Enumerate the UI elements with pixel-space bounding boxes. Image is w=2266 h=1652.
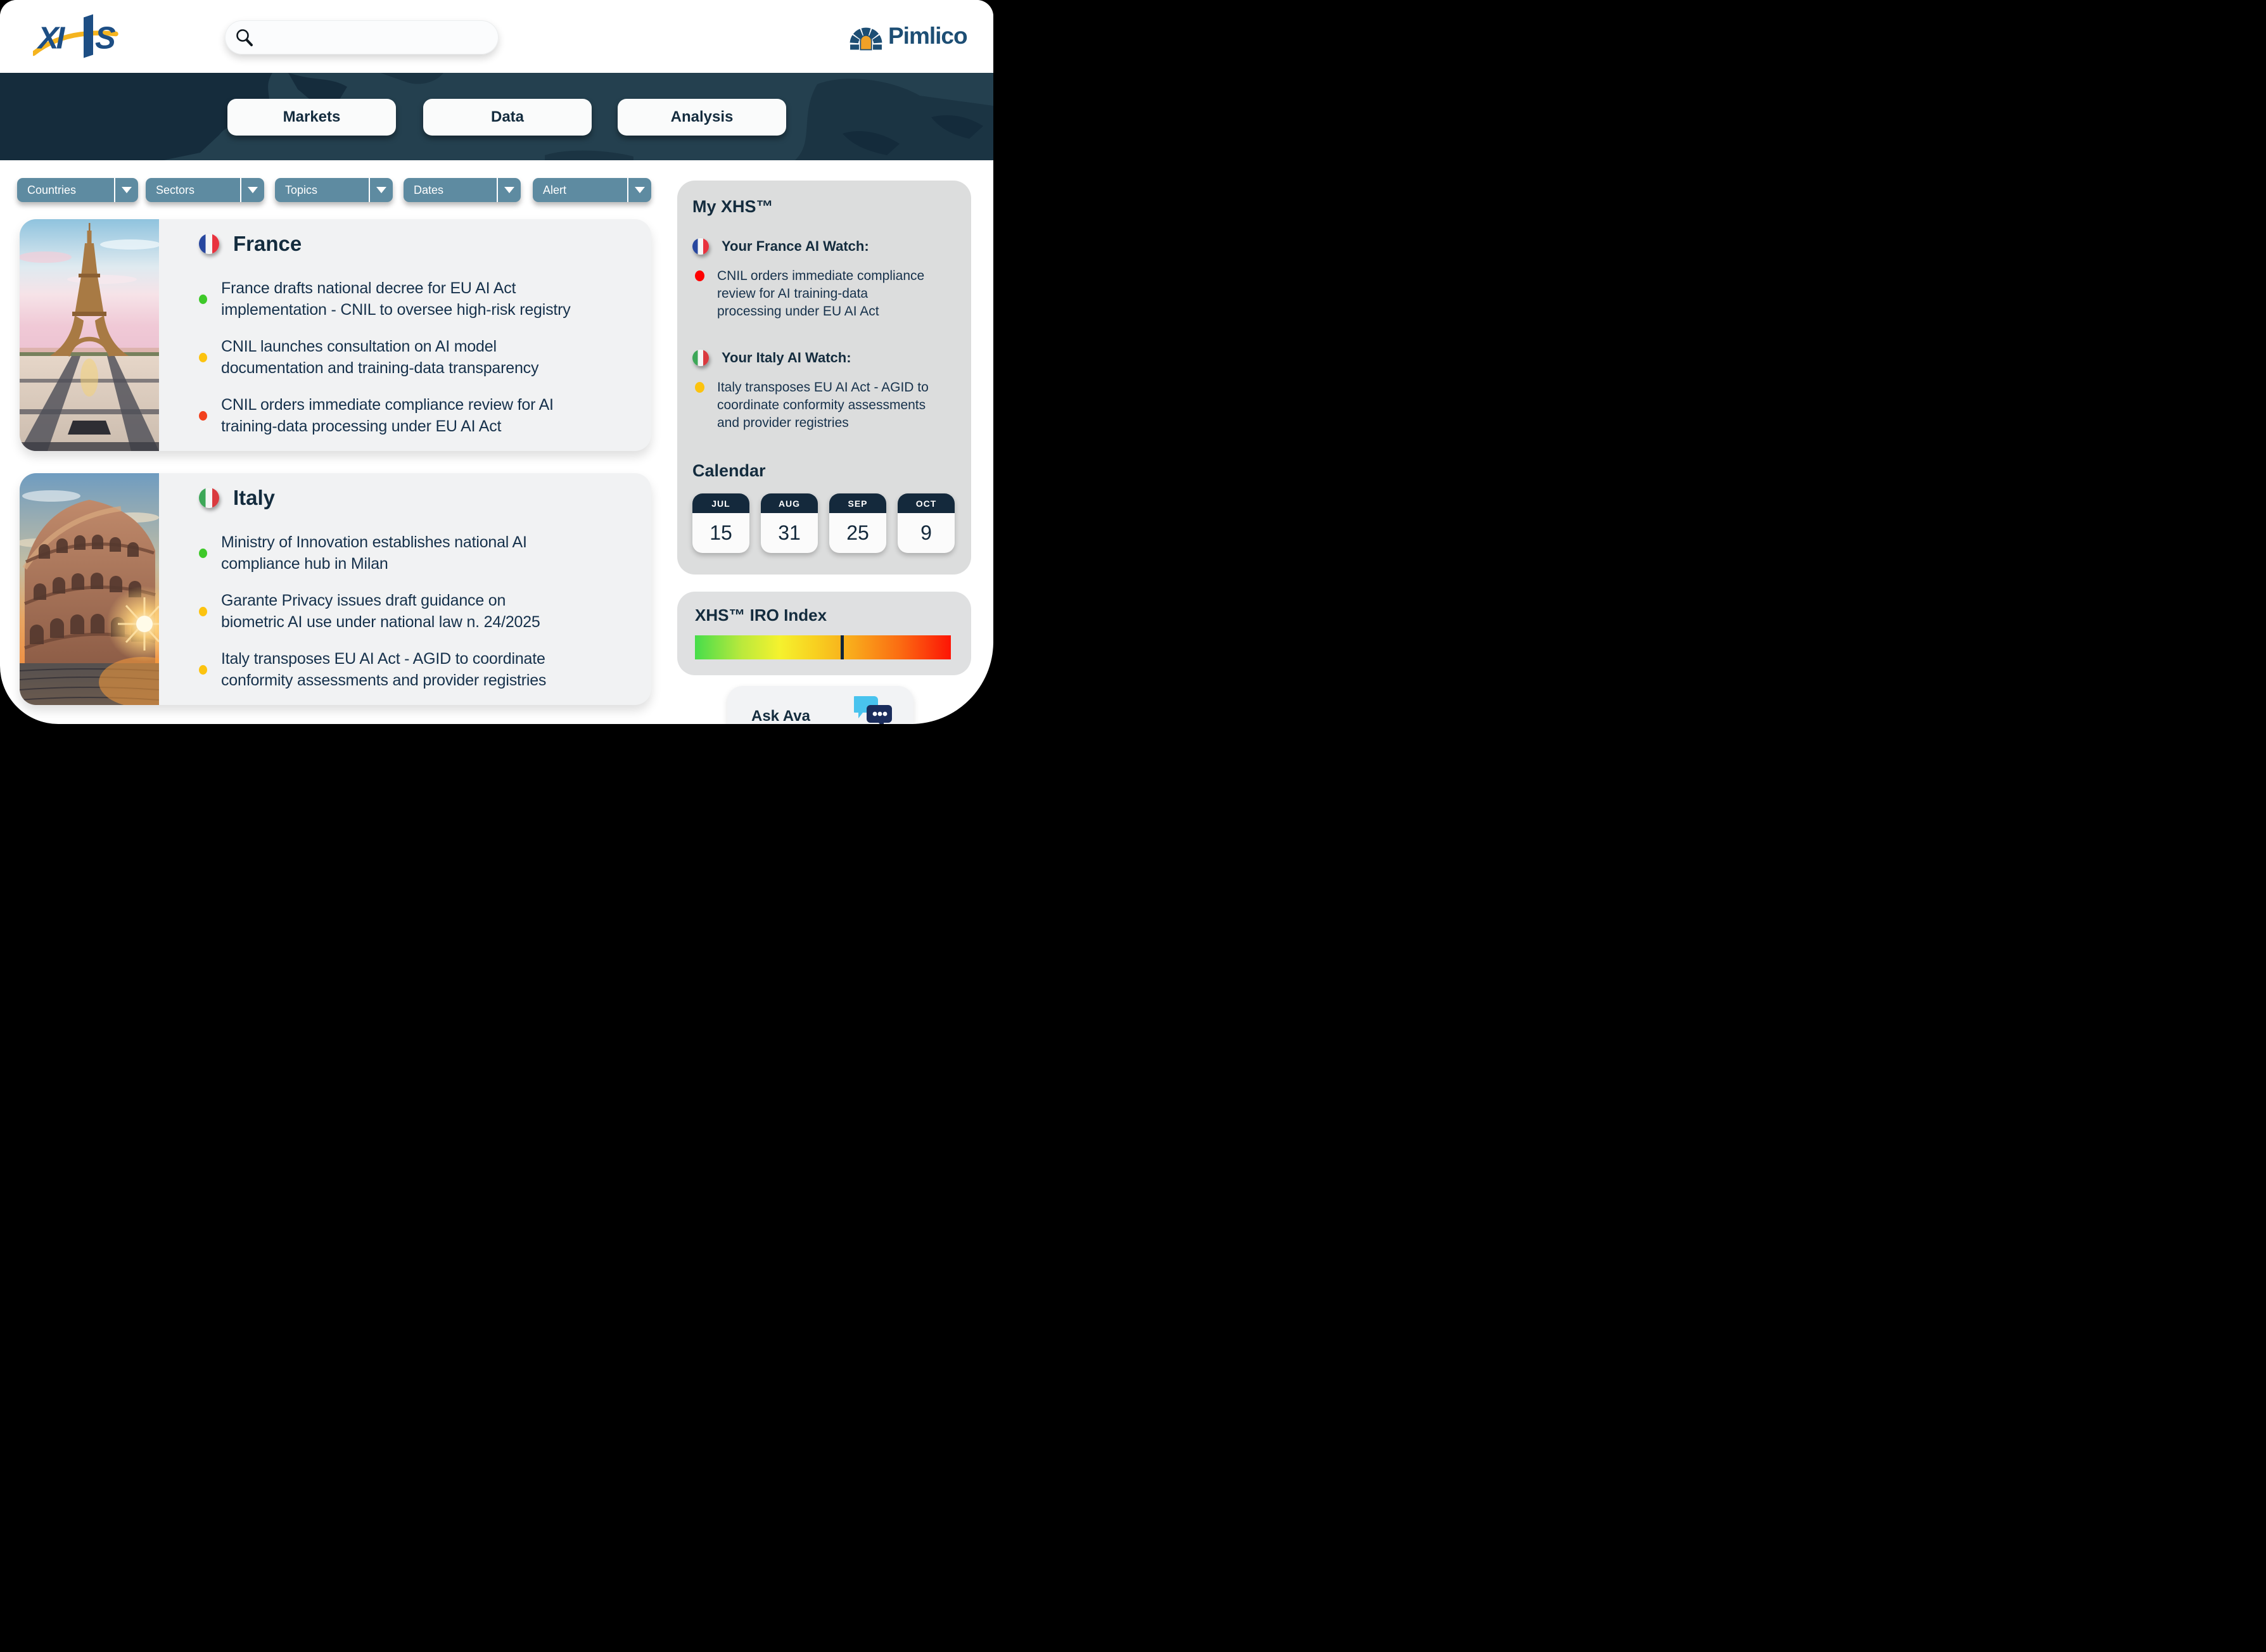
top-bar: XI S Pimlico — [0, 0, 993, 73]
italy-headlines: Ministry of Innovation establishes natio… — [199, 531, 642, 706]
world-map-graphic — [0, 73, 993, 160]
france-ai-watch: Your France AI Watch: CNIL orders immedi… — [692, 238, 956, 321]
filter-label: Alert — [543, 183, 567, 196]
xhs-logo-graphic: XI S — [31, 14, 118, 58]
my-xhs-panel: My XHS™ Your France AI Watch: CNIL order… — [677, 181, 971, 575]
svg-text:XI: XI — [36, 22, 66, 56]
iro-gradient-bar — [695, 635, 951, 659]
alert-dot-yellow — [695, 382, 704, 393]
iro-index-card: XHS™ IRO Index — [677, 592, 971, 675]
headline-row[interactable]: France drafts national decree for EU AI … — [199, 277, 642, 321]
headline-row[interactable]: CNIL orders immediate compliance review … — [199, 394, 642, 437]
nav-button-markets[interactable]: Markets — [227, 99, 396, 136]
headline-text: France drafts national decree for EU AI … — [221, 279, 571, 319]
italy-ai-watch: Your Italy AI Watch: Italy transposes EU… — [692, 350, 956, 432]
pimlico-arch-icon — [850, 27, 882, 51]
headline-text: Ministry of Innovation establishes natio… — [221, 533, 527, 573]
svg-text:S: S — [95, 22, 116, 56]
panel-title: My XHS™ — [692, 197, 773, 216]
watch-title: Your Italy AI Watch: — [722, 350, 851, 365]
iro-index-title: XHS™ IRO Index — [695, 606, 827, 625]
status-dot-green — [199, 294, 207, 304]
ask-ava-label: Ask Ava — [751, 708, 810, 724]
search-bar[interactable] — [225, 20, 499, 54]
filter-label: Sectors — [156, 183, 195, 196]
headline-text: CNIL orders immediate compliance review … — [221, 396, 554, 435]
status-dot-green — [199, 548, 207, 558]
chevron-down-icon — [240, 178, 264, 202]
filter-countries[interactable]: Countries — [17, 178, 138, 202]
ask-ava-button[interactable]: Ask Ava — [727, 686, 913, 724]
colosseum-image — [20, 473, 159, 705]
calendar-title: Calendar — [692, 461, 766, 480]
status-dot-yellow — [199, 664, 207, 675]
filter-dates[interactable]: Dates — [404, 178, 521, 202]
calendar-day: 9 — [920, 521, 932, 544]
headline-row[interactable]: CNIL launches consultation on AI model d… — [199, 336, 642, 379]
chat-bubbles-icon — [854, 696, 892, 724]
calendar-date-sep[interactable]: SEP 25 — [829, 493, 886, 553]
nav-button-data[interactable]: Data — [423, 99, 592, 136]
calendar-day: 15 — [710, 521, 732, 544]
primary-nav: Markets Data Analysis — [0, 73, 993, 160]
headline-text: Italy transposes EU AI Act - AGID to coo… — [221, 650, 547, 689]
chevron-down-icon — [369, 178, 393, 202]
headline-text: Garante Privacy issues draft guidance on… — [221, 592, 540, 631]
nav-button-analysis[interactable]: Analysis — [618, 99, 786, 136]
iro-marker — [841, 635, 844, 659]
watch-title: Your France AI Watch: — [722, 238, 869, 254]
headline-row[interactable]: Italy transposes EU AI Act - AGID to coo… — [199, 648, 642, 691]
pimlico-wordmark: Pimlico — [888, 23, 968, 49]
calendar-day: 31 — [778, 521, 801, 544]
pimlico-logo: Pimlico — [848, 19, 968, 53]
status-dot-yellow — [199, 606, 207, 616]
filter-label: Countries — [27, 183, 77, 196]
italy-flag-icon — [692, 350, 709, 366]
status-dot-red — [199, 410, 207, 421]
chevron-down-icon — [627, 178, 651, 202]
france-flag-icon — [199, 234, 219, 254]
calendar-date-jul[interactable]: JUL 15 — [692, 493, 749, 553]
search-input[interactable] — [259, 30, 499, 45]
calendar-date-aug[interactable]: AUG 31 — [761, 493, 818, 553]
watch-text: CNIL orders immediate compliance review … — [717, 269, 925, 319]
calendar-row: JUL 15 AUG 31 SEP 25 OCT 9 — [692, 493, 956, 553]
headline-row[interactable]: Ministry of Innovation establishes natio… — [199, 531, 642, 575]
news-card-italy: Italy Ministry of Innovation establishes… — [20, 473, 651, 705]
filter-label: Topics — [285, 183, 318, 196]
card-title-france: France — [233, 232, 302, 255]
search-icon — [236, 29, 253, 46]
filter-sectors[interactable]: Sectors — [146, 178, 264, 202]
calendar-month: OCT — [898, 493, 955, 513]
filter-bar: Countries Sectors Topics Dates Alert — [0, 178, 993, 202]
france-flag-icon — [692, 238, 709, 255]
app-window: XI S Pimlico — [0, 0, 993, 724]
headline-text: CNIL launches consultation on AI model d… — [221, 338, 539, 377]
filter-alert[interactable]: Alert — [533, 178, 651, 202]
italy-flag-icon — [199, 488, 219, 508]
calendar-month: SEP — [829, 493, 886, 513]
card-title-italy: Italy — [233, 486, 276, 509]
watch-text: Italy transposes EU AI Act - AGID to coo… — [717, 380, 929, 430]
filter-label: Dates — [414, 183, 444, 196]
news-card-france: France France drafts national decree for… — [20, 219, 651, 451]
calendar-month: AUG — [761, 493, 818, 513]
filter-topics[interactable]: Topics — [275, 178, 393, 202]
chevron-down-icon — [497, 178, 521, 202]
alert-dot-red — [695, 270, 704, 281]
france-headlines: France drafts national decree for EU AI … — [199, 277, 642, 452]
nav-banner: Markets Data Analysis — [0, 73, 993, 160]
chevron-down-icon — [114, 178, 138, 202]
status-dot-yellow — [199, 352, 207, 362]
watch-item[interactable]: CNIL orders immediate compliance review … — [695, 267, 956, 321]
calendar-day: 25 — [846, 521, 869, 544]
eiffel-tower-image — [20, 219, 159, 451]
watch-item[interactable]: Italy transposes EU AI Act - AGID to coo… — [695, 379, 956, 432]
headline-row[interactable]: Garante Privacy issues draft guidance on… — [199, 590, 642, 633]
xhs-logo[interactable]: XI S — [31, 9, 128, 65]
calendar-date-oct[interactable]: OCT 9 — [898, 493, 955, 553]
calendar-month: JUL — [692, 493, 749, 513]
